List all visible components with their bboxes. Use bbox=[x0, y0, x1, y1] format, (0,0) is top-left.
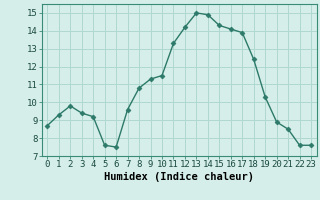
X-axis label: Humidex (Indice chaleur): Humidex (Indice chaleur) bbox=[104, 172, 254, 182]
